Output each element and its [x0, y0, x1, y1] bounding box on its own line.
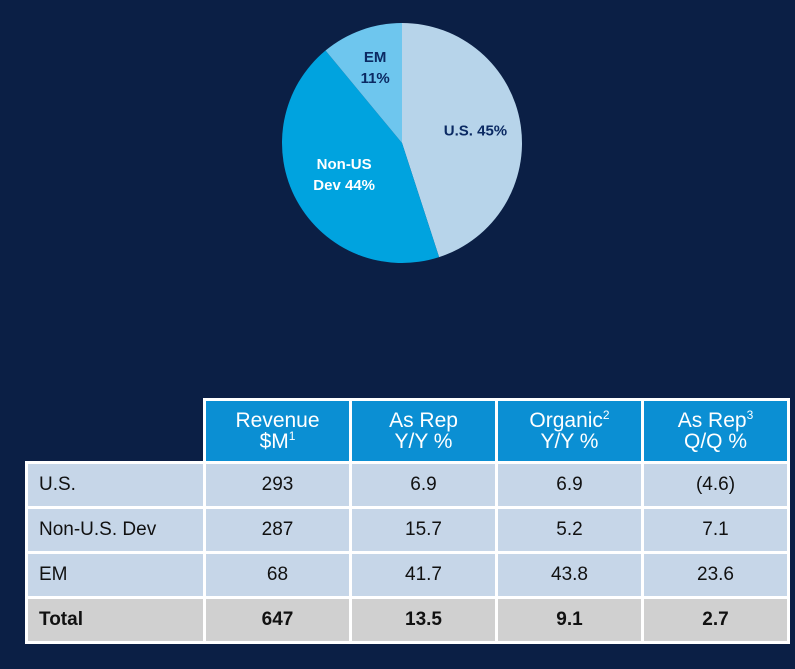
- pie-slice-us: [402, 23, 522, 258]
- cell-as-rep-yy: 15.7: [349, 506, 495, 551]
- header-as-rep-qq-line2: Q/Q %: [683, 430, 747, 453]
- cell-organic-yy: 5.2: [495, 506, 641, 551]
- row-label: EM: [25, 551, 203, 596]
- pie-label-us: U.S. 45%: [444, 121, 507, 142]
- cell-as-rep-yy: 6.9: [349, 461, 495, 506]
- revenue-table: Revenue $M1 As Rep Y/Y % Organic2 Y/Y % …: [25, 398, 790, 644]
- cell-as-rep-qq: 2.7: [641, 596, 790, 644]
- header-as-rep-qq-line1: As Rep: [677, 409, 747, 432]
- cell-revenue: 68: [203, 551, 349, 596]
- pie-label-non-us-line1: Non-US: [316, 155, 372, 173]
- header-as-rep-yy-line1: As Rep: [389, 409, 458, 432]
- header-blank: [25, 398, 203, 461]
- table-row-us: U.S. 293 6.9 6.9 (4.6): [25, 461, 790, 506]
- cell-revenue: 293: [203, 461, 349, 506]
- header-organic-line1: Organic: [529, 409, 603, 432]
- header-as-rep-yy-line2: Y/Y %: [394, 430, 453, 453]
- cell-revenue: 647: [203, 596, 349, 644]
- revenue-pie-chart: U.S. 45% Non-US Dev 44% EM 11%: [0, 0, 795, 290]
- header-revenue-line2: $M: [259, 430, 289, 453]
- cell-as-rep-qq: (4.6): [641, 461, 790, 506]
- pie-label-em-line1: EM: [363, 49, 387, 67]
- row-label: U.S.: [25, 461, 203, 506]
- cell-as-rep-qq: 7.1: [641, 506, 790, 551]
- pie-slice-em: [325, 23, 402, 143]
- pie-label-non-us-line2: Dev 44%: [313, 176, 376, 194]
- header-organic-yy: Organic2 Y/Y %: [495, 398, 641, 461]
- header-as-rep-qq-sup: 3: [746, 408, 754, 422]
- header-revenue-sup: 1: [288, 429, 296, 443]
- cell-as-rep-yy: 13.5: [349, 596, 495, 644]
- table-row-total: Total 647 13.5 9.1 2.7: [25, 596, 790, 644]
- header-revenue: Revenue $M1: [203, 398, 349, 461]
- row-label: Total: [25, 596, 203, 644]
- table-header-row: Revenue $M1 As Rep Y/Y % Organic2 Y/Y % …: [25, 398, 790, 461]
- cell-as-rep-yy: 41.7: [349, 551, 495, 596]
- table-row-non-us-dev: Non-U.S. Dev 287 15.7 5.2 7.1: [25, 506, 790, 551]
- cell-revenue: 287: [203, 506, 349, 551]
- table-row-em: EM 68 41.7 43.8 23.6: [25, 551, 790, 596]
- pie-label-us-text: U.S. 45%: [443, 122, 508, 140]
- pie-slice-non-us-dev: [282, 50, 440, 263]
- pie-label-em: EM 11%: [361, 47, 390, 89]
- pie-label-em-line2: 11%: [360, 70, 390, 88]
- pie-label-non-us-dev: Non-US Dev 44%: [313, 154, 375, 196]
- header-organic-sup: 2: [602, 408, 610, 422]
- row-label: Non-U.S. Dev: [25, 506, 203, 551]
- cell-as-rep-qq: 23.6: [641, 551, 790, 596]
- header-as-rep-yy: As Rep Y/Y %: [349, 398, 495, 461]
- pie-svg: [282, 23, 522, 263]
- cell-organic-yy: 9.1: [495, 596, 641, 644]
- cell-organic-yy: 43.8: [495, 551, 641, 596]
- cell-organic-yy: 6.9: [495, 461, 641, 506]
- header-organic-line2: Y/Y %: [540, 430, 599, 453]
- header-as-rep-qq: As Rep3 Q/Q %: [641, 398, 790, 461]
- header-revenue-line1: Revenue: [235, 409, 320, 432]
